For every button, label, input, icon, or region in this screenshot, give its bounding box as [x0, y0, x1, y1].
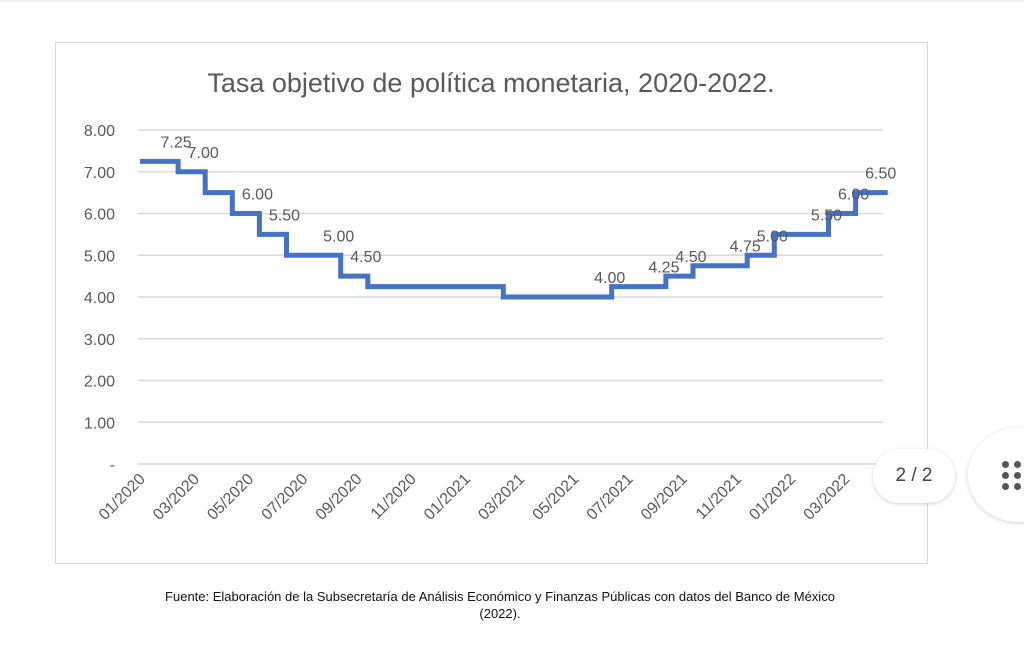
data-label: 6.00: [838, 187, 869, 204]
y-tick-label: 7.00: [84, 165, 115, 182]
data-label: 6.00: [242, 187, 273, 204]
chart-frame: [55, 42, 928, 564]
x-tick-label: 05/2021: [530, 471, 583, 524]
data-label: 5.00: [323, 228, 354, 245]
x-tick-label: 01/2022: [746, 471, 799, 524]
y-tick-label: 5.00: [84, 248, 115, 265]
y-tick-label: 1.00: [84, 415, 115, 432]
data-label: 5.50: [269, 207, 300, 224]
x-tick-label: 09/2020: [313, 471, 366, 524]
chart-title: Tasa objetivo de política monetaria, 202…: [207, 68, 774, 98]
y-tick-label: 8.00: [84, 123, 115, 140]
y-tick-label: 2.00: [84, 374, 115, 391]
data-label: 7.25: [161, 134, 192, 151]
y-tick-label: 3.00: [84, 332, 115, 349]
figure-caption: Fuente: Elaboración de la Subsecretaría …: [60, 588, 940, 622]
x-tick-label: 03/2022: [801, 471, 854, 524]
caption-line-1: Fuente: Elaboración de la Subsecretaría …: [165, 589, 835, 604]
x-tick-label: 09/2021: [638, 471, 691, 524]
data-label: 5.50: [811, 207, 842, 224]
x-tick-label: 07/2020: [259, 471, 312, 524]
x-tick-label: 03/2021: [475, 471, 528, 524]
y-tick-label: 4.00: [84, 290, 115, 307]
y-tick-label: 6.00: [84, 207, 115, 224]
grid-dots-icon: [1002, 461, 1022, 490]
x-tick-label: 11/2021: [693, 471, 745, 523]
data-label: 4.25: [648, 260, 679, 277]
series-line: [140, 158, 888, 300]
x-tick-label: 11/2020: [368, 471, 420, 523]
page-indicator[interactable]: 2 / 2: [873, 449, 955, 503]
x-tick-label: 01/2021: [421, 471, 474, 524]
data-label: 4.00: [594, 270, 625, 287]
data-label: 5.00: [757, 228, 788, 245]
y-tick-label: -: [110, 457, 115, 474]
data-label: 6.50: [865, 166, 896, 183]
x-tick-label: 07/2021: [584, 471, 637, 524]
x-tick-label: 03/2020: [150, 471, 203, 524]
data-label: 4.50: [350, 249, 381, 266]
x-tick-label: 01/2020: [96, 471, 149, 524]
data-label: 4.75: [730, 239, 761, 256]
top-divider: [0, 0, 1024, 2]
data-label: 7.00: [188, 145, 219, 162]
data-label: 4.50: [675, 249, 706, 266]
x-tick-label: 05/2020: [204, 471, 257, 524]
caption-line-2: (2022).: [479, 606, 521, 621]
